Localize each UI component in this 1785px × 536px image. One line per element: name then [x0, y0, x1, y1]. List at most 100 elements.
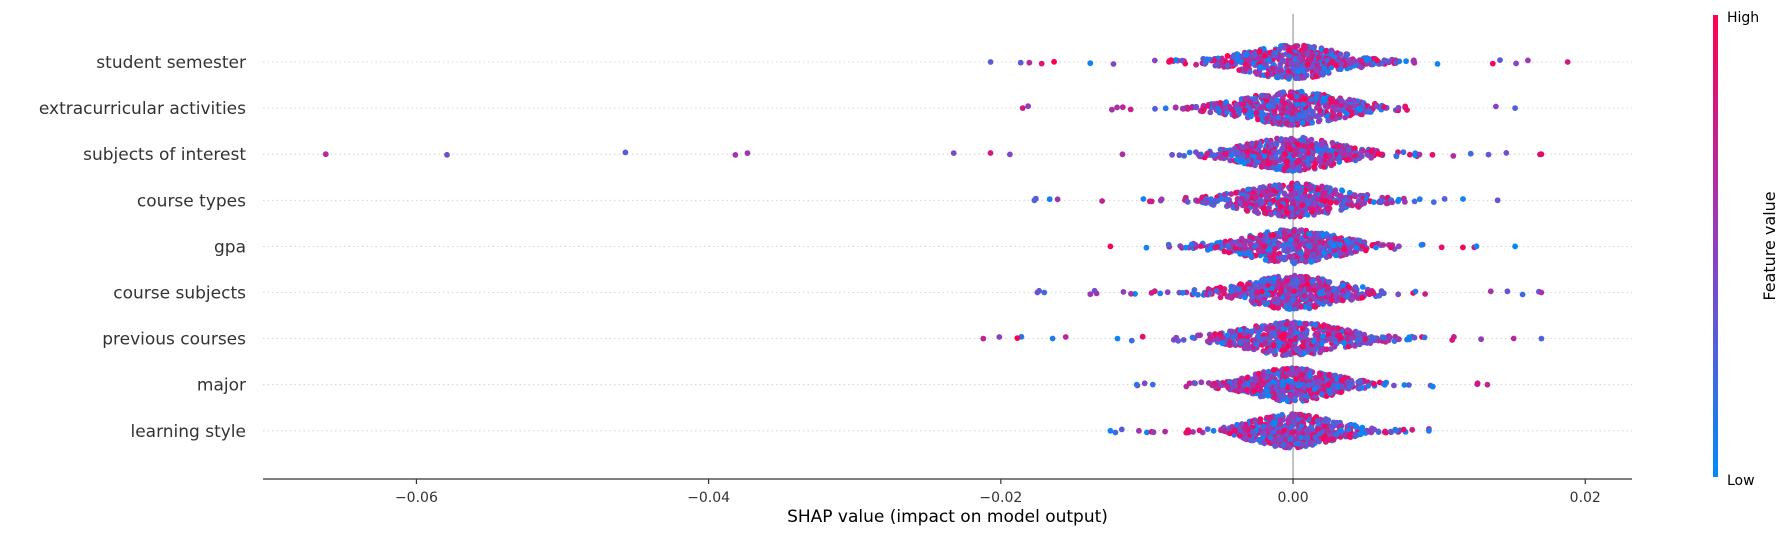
shap-dot: [1284, 246, 1291, 253]
shap-dot: [1264, 414, 1270, 421]
shap-dot: [1296, 320, 1303, 326]
shap-dot: [1176, 152, 1183, 159]
shap-dot: [1149, 381, 1156, 388]
shap-dot: [1293, 93, 1300, 100]
shap-outlier-dot: [1538, 151, 1545, 158]
shap-dot: [1326, 372, 1332, 379]
shap-dot: [1255, 187, 1261, 194]
shap-dot: [1344, 51, 1351, 58]
shap-dot: [1301, 166, 1308, 173]
shap-dot: [1241, 160, 1247, 166]
shap-outlier-dot: [1564, 59, 1571, 65]
shap-dot: [1270, 232, 1277, 239]
shap-dot: [1204, 150, 1210, 157]
shap-dot: [1288, 205, 1295, 212]
shap-dot: [1262, 256, 1269, 263]
shap-dot: [1272, 182, 1278, 189]
shap-dot: [1334, 143, 1341, 150]
shap-dot: [1189, 334, 1196, 341]
shap-dot: [1242, 61, 1249, 67]
shap-dot: [1301, 292, 1308, 299]
shap-dot: [1263, 61, 1269, 68]
shap-dot: [1243, 65, 1249, 72]
shap-dot: [444, 151, 450, 158]
shap-dot: [1280, 332, 1287, 339]
shap-dot: [1245, 186, 1252, 193]
shap-dot: [1274, 135, 1280, 142]
shap-dot: [1242, 51, 1249, 57]
shap-dot: [1306, 305, 1313, 312]
shap-dot: [1306, 243, 1313, 250]
shap-dot: [1393, 427, 1400, 434]
shap-dot: [1237, 281, 1244, 287]
shap-dot: [1049, 335, 1056, 342]
shap-dot: [1259, 200, 1265, 206]
shap-dot: [1281, 230, 1288, 236]
shap-dot: [1221, 191, 1228, 198]
shap-dot: [1308, 136, 1315, 143]
shap-dot: [1172, 104, 1179, 111]
shap-dot: [1272, 245, 1278, 252]
shap-dot: [1352, 284, 1359, 290]
shap-dot: [1152, 105, 1158, 112]
shap-dot: [1281, 100, 1288, 107]
shap-dot: [1195, 151, 1202, 158]
shap-dot: [1429, 383, 1436, 390]
shap-dot: [1343, 237, 1350, 244]
shap-dot: [1312, 304, 1319, 310]
shap-dot: [1333, 291, 1340, 297]
shap-dot: [1298, 88, 1305, 95]
shap-dot: [1274, 91, 1281, 98]
shap-dot: [1275, 429, 1282, 436]
shap-dot: [1228, 152, 1235, 159]
shap-dot: [1222, 104, 1229, 111]
shap-dot: [1319, 191, 1326, 198]
shap-dot: [1288, 424, 1295, 431]
shap-dot: [1222, 150, 1229, 157]
shap-dot: [1373, 103, 1380, 110]
shap-dot: [1358, 57, 1364, 64]
shap-dot: [1320, 232, 1326, 239]
shap-dot: [1214, 105, 1221, 112]
shap-dot: [1395, 291, 1402, 298]
shap-dot: [1320, 333, 1326, 340]
shap-dot: [1388, 244, 1394, 251]
shap-dot: [1312, 322, 1319, 328]
shap-dot: [1252, 193, 1259, 200]
shap-dot: [1231, 427, 1238, 434]
shap-dot: [1256, 48, 1263, 55]
x-tick-label: 0.02: [1570, 490, 1601, 506]
shap-dot: [1330, 436, 1336, 442]
shap-dot: [1311, 244, 1318, 251]
shap-dot: [1315, 231, 1321, 238]
shap-dot: [1357, 107, 1363, 113]
shap-outlier-dot: [1107, 243, 1114, 250]
shap-dot: [1317, 283, 1324, 290]
shap-dot: [1300, 384, 1307, 391]
shap-dot: [1345, 147, 1352, 153]
shap-dot: [1256, 300, 1263, 307]
shap-outlier-dot: [1512, 105, 1518, 111]
shap-dot: [1243, 201, 1250, 208]
shap-dot: [1217, 146, 1224, 153]
shap-dot: [1288, 191, 1295, 198]
shap-dot: [1249, 52, 1256, 59]
shap-dot: [1211, 57, 1218, 64]
shap-dot: [1291, 44, 1298, 50]
shap-dot: [1301, 96, 1308, 102]
shap-dot: [1298, 279, 1305, 286]
shap-dot: [1270, 379, 1277, 385]
shap-dot: [1467, 150, 1474, 157]
shap-dot: [1179, 105, 1186, 112]
shap-dot: [1218, 195, 1225, 202]
shap-dot: [1357, 378, 1363, 384]
shap-dot: [1315, 118, 1322, 125]
shap-dot: [1310, 346, 1316, 353]
shap-dot: [1270, 237, 1277, 243]
shap-dot: [1301, 109, 1308, 116]
shap-dot: [1460, 196, 1466, 202]
shap-dot: [1289, 411, 1295, 418]
shap-dot: [1312, 73, 1319, 80]
shap-dot: [1270, 342, 1277, 349]
shap-dot: [1323, 184, 1330, 191]
